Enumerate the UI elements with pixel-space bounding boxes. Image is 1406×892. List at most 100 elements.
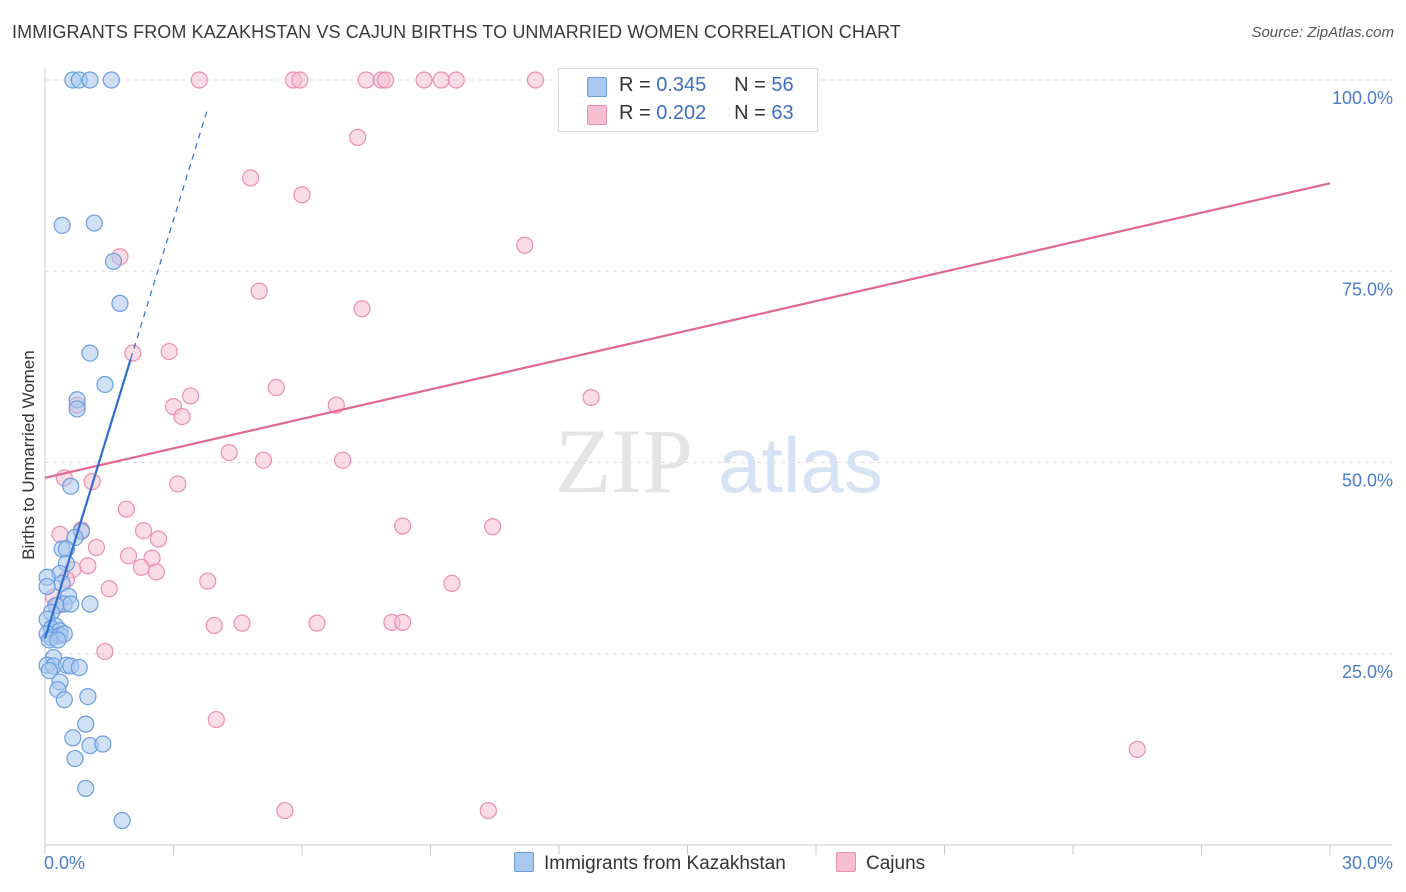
cajuns-point (1128, 740, 1146, 758)
cajuns-point (173, 408, 191, 426)
cajuns-point (132, 558, 150, 576)
kazakhstan-point (79, 687, 97, 706)
kazakhstan-point (77, 715, 95, 733)
legend-n-value: 56 (771, 74, 794, 96)
legend-n-label: N = (734, 102, 766, 124)
kazakhstan-point (96, 375, 114, 394)
cajuns-point (233, 614, 251, 632)
kazakhstan-point (62, 595, 80, 613)
cajuns-point (87, 538, 106, 557)
x-tick-label: 30.0% (1342, 853, 1393, 873)
kazakhstan-trend-line (43, 358, 132, 639)
cajuns-point (443, 574, 461, 592)
y-axis-label: Births to Unmarried Women (19, 350, 38, 559)
watermark: ZIP atlas (555, 410, 883, 512)
cajuns-point (119, 547, 138, 565)
kazakhstan-point (55, 691, 73, 709)
y-tick-label: 25.0% (1342, 662, 1393, 682)
cajuns-point (124, 344, 142, 362)
cajuns-point (254, 451, 273, 469)
cajuns-point (357, 71, 375, 89)
cajuns-point (147, 563, 165, 581)
cajuns-point (190, 71, 208, 89)
cajuns-point (447, 71, 465, 89)
watermark-atlas: atlas (718, 421, 883, 509)
kazakhstan-point (66, 749, 84, 768)
kazakhstan-point (77, 779, 95, 797)
cajuns-point (334, 451, 352, 469)
legend-swatch-pink (587, 105, 607, 125)
cajuns-point (267, 378, 285, 397)
legend: R = 0.345 N = 56 R = 0.202 N = 63 (558, 68, 818, 132)
cajuns-point (479, 801, 497, 820)
cajuns-trend-line (44, 182, 1331, 479)
legend-r-label: R = (619, 102, 651, 124)
cajuns-point (220, 443, 238, 462)
cajuns-point (308, 614, 326, 632)
axes (44, 68, 1392, 855)
kazakhstan-point (113, 811, 131, 830)
legend-swatch-blue (587, 77, 607, 97)
cajuns-point (199, 572, 217, 590)
kazakhstan-point (81, 595, 99, 613)
kazakhstan-point (62, 477, 80, 495)
bottom-legend-swatch-pink (836, 852, 856, 872)
cajuns-point (182, 387, 200, 405)
cajuns-point (149, 530, 168, 548)
watermark-zip: ZIP (555, 410, 693, 512)
legend-r-value: 0.345 (656, 74, 707, 96)
legend-n-value: 63 (771, 102, 794, 124)
cajuns-point (169, 475, 187, 493)
kazakhstan-point (102, 71, 120, 89)
cajuns-point (160, 342, 178, 361)
bottom-legend-label: Cajuns (866, 853, 926, 874)
source-label: Source: ZipAtlas.com (1251, 24, 1394, 41)
cajuns-point (376, 71, 395, 89)
kazakhstan-point (64, 729, 82, 747)
cajuns-point (394, 517, 412, 535)
cajuns-point (432, 71, 450, 89)
cajuns-point (207, 710, 225, 729)
kazakhstan-point (81, 344, 99, 362)
bottom-legend-label: Immigrants from Kazakhstan (544, 853, 786, 874)
kazakhstan-point (40, 661, 58, 680)
cajuns-point (242, 169, 260, 187)
kazakhstan-point (53, 216, 71, 234)
cajuns-point (526, 71, 545, 89)
kazakhstan-points (38, 71, 131, 830)
legend-n-label: N = (734, 74, 766, 96)
bottom-legend-cajuns: Cajuns (836, 852, 925, 875)
cajuns-point (291, 71, 309, 89)
y-tick-label: 100.0% (1332, 88, 1393, 108)
cajuns-point (250, 282, 268, 300)
trend-lines (43, 108, 1331, 639)
cajuns-point (394, 613, 412, 631)
kazakhstan-point (38, 577, 56, 596)
kazakhstan-point (94, 735, 112, 753)
kazakhstan-point (49, 631, 67, 649)
legend-r-label: R = (619, 74, 651, 96)
cajuns-point (349, 128, 367, 146)
cajuns-point (484, 518, 502, 536)
cajuns-point (134, 521, 153, 540)
cajuns-point (415, 71, 433, 89)
y-tick-label: 50.0% (1342, 471, 1393, 491)
tick-labels: 25.0% 50.0% 75.0% 100.0% 0.0% 30.0% (44, 88, 1393, 873)
gridlines (45, 79, 1392, 655)
cajuns-point (516, 236, 534, 254)
kazakhstan-point (68, 400, 86, 418)
cajuns-point (100, 580, 118, 598)
cajuns-point (293, 186, 311, 204)
cajuns-point (96, 642, 114, 661)
kazakhstan-point (85, 214, 103, 232)
cajuns-point (582, 388, 600, 407)
kazakhstan-point (81, 71, 99, 89)
cajuns-point (51, 525, 69, 544)
cajuns-point (276, 801, 294, 820)
cajuns-point (205, 616, 223, 635)
bottom-legend-kazakhstan: Immigrants from Kazakhstan (514, 852, 786, 875)
cajuns-point (353, 300, 371, 318)
kazakhstan-point (70, 658, 88, 677)
kazakhstan-trend-extension (130, 108, 209, 360)
